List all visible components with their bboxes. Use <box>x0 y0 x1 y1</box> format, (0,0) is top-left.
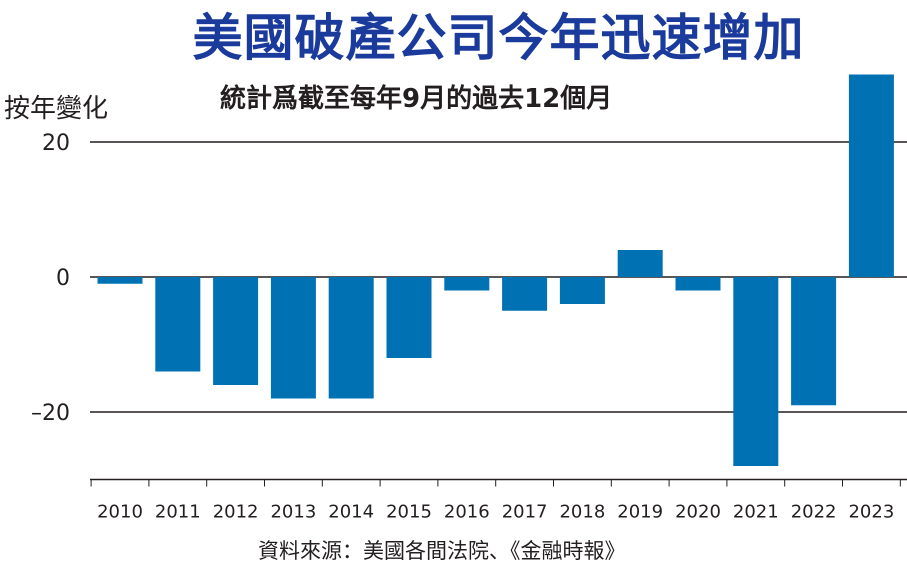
y-tick-label: 20 <box>42 131 70 156</box>
bar-2015 <box>386 277 432 358</box>
bar-2021 <box>733 277 779 466</box>
bar-2017 <box>502 277 548 311</box>
bar-2011 <box>155 277 201 372</box>
bar-2012 <box>213 277 259 385</box>
bar-2020 <box>675 277 721 291</box>
x-tick-label: 2010 <box>97 502 143 523</box>
x-tick-label: 2021 <box>733 502 779 523</box>
bar-2014 <box>328 277 374 399</box>
x-tick-label: 2011 <box>155 502 201 523</box>
bar-2018 <box>559 277 605 304</box>
bar-2016 <box>444 277 490 291</box>
x-tick-label: 2014 <box>328 502 374 523</box>
bar-2013 <box>270 277 316 399</box>
x-tick-label: 2016 <box>444 502 490 523</box>
x-tick-label: 2012 <box>213 502 259 523</box>
bar-2023 <box>848 74 894 277</box>
chart-title: 美國破產公司今年迅速增加 <box>192 9 805 67</box>
x-tick-label: 2018 <box>559 502 605 523</box>
x-tick-label: 2015 <box>386 502 432 523</box>
y-axis-label: 按年變化 <box>4 94 109 124</box>
x-tick-label: 2023 <box>848 502 894 523</box>
bar-2019 <box>617 250 663 277</box>
x-tick-label: 2013 <box>270 502 316 523</box>
bar-2022 <box>791 277 837 406</box>
x-tick-label: 2019 <box>617 502 663 523</box>
bar-2010 <box>97 277 143 284</box>
x-tick-label: 2020 <box>675 502 721 523</box>
chart-subtitle: 統計爲截至每年9月的過去12個月 <box>220 84 613 114</box>
x-tick-label: 2022 <box>791 502 837 523</box>
y-tick-label: 0 <box>56 266 70 291</box>
source-note: 資料來源：美國各間法院、《金融時報》 <box>258 539 626 563</box>
x-tick-label: 2017 <box>502 502 548 523</box>
y-tick-label: –20 <box>31 401 70 426</box>
